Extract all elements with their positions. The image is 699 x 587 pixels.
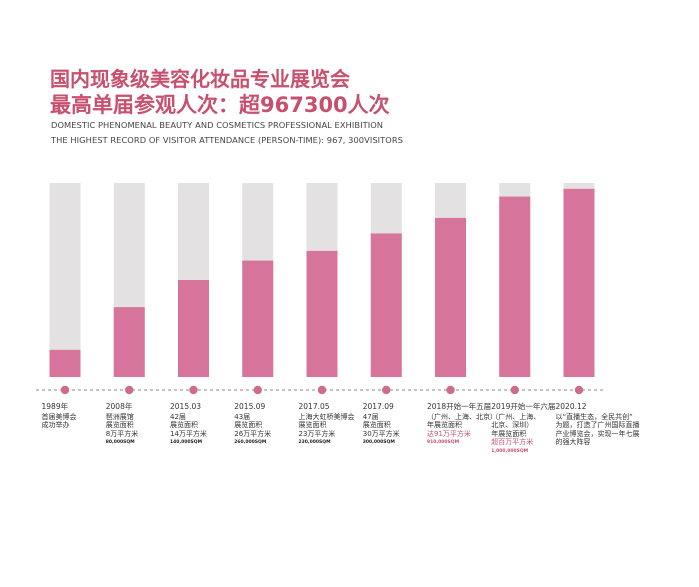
page-title-line2: 最高单届参观人次：超967300人次: [50, 93, 390, 117]
timeline-date: 2020.12: [555, 402, 587, 411]
timeline-text: 47届: [362, 412, 379, 421]
timeline-text: 产业博览会，实现一年七展: [555, 429, 640, 438]
subtitle-line2: THE HIGHEST RECORD OF VISITOR ATTENDANCE…: [51, 135, 404, 145]
timeline-text: 以“直播生态，全民共创”: [555, 412, 633, 421]
timeline-date: 1989年: [41, 402, 69, 411]
timeline-text: （广州、上海、北京）: [427, 412, 497, 421]
timeline-text: 达91万平方米: [427, 429, 471, 438]
timeline-text: 展览面积: [298, 421, 327, 430]
bar-1: [49, 349, 81, 377]
bar-5: [306, 250, 338, 377]
timeline-text: 上海大虹桥美博会: [298, 412, 355, 421]
timeline-label: 2017.09 47届 展览面积 30万平方米 300,000SQM: [362, 402, 431, 448]
timeline-text: 年展览面积: [491, 429, 527, 438]
timeline-text: 琶洲展馆: [105, 412, 134, 421]
bar-9: [563, 188, 595, 377]
timeline-label: 2017.05 上海大虹桥美博会 展览面积 23万平方米 230,000SQM: [298, 402, 367, 448]
bar-3: [178, 280, 209, 377]
timeline-text: 43届: [234, 412, 251, 421]
timeline-text: 的强大阵容: [555, 438, 591, 447]
subtitle-line1: DOMESTIC PHENOMENAL BEAUTY AND COSMETICS…: [51, 120, 384, 130]
timeline-text: 26万平方米: [234, 429, 272, 438]
timeline-text: （广州、上海、: [491, 412, 541, 421]
timeline-date: 2015.09: [234, 402, 266, 411]
timeline-text: 展览面积: [234, 421, 263, 430]
timeline-label: 2018开始一年五届 （广州、上海、北京） 年展览面积 达91万平方米 910,000S…: [427, 402, 497, 448]
timeline-dot: [125, 385, 134, 395]
timeline-text: 23万平方米: [298, 429, 336, 438]
timeline-date: 2017.05: [298, 402, 330, 411]
bar-track: [49, 183, 81, 377]
timeline-text: 首届美博会: [41, 412, 77, 421]
timeline-dot: [382, 385, 391, 395]
timeline-area-sqm: 260,000SQM: [234, 440, 267, 446]
timeline-text: 展览面积: [362, 421, 391, 430]
timeline-area-sqm: 230,000SQM: [298, 440, 331, 446]
timeline-dot: [253, 385, 262, 395]
timeline-text: 超百万平方米: [491, 438, 534, 447]
timeline-dot: [574, 385, 584, 395]
timeline-date: 2019开始一年六届: [491, 402, 556, 411]
bar-4: [242, 260, 274, 377]
timeline-text: 展览面积: [105, 421, 134, 430]
timeline-area-sqm: 910,000SQM: [427, 440, 460, 446]
timeline-label: 2015.03 42届 展览面积 14万平方米 140,000SQM: [170, 402, 238, 448]
timeline-area-sqm: 80,000SQM: [105, 440, 135, 446]
bar-2: [113, 307, 145, 377]
timeline-dot: [446, 385, 455, 395]
timeline-dot: [510, 385, 519, 395]
timeline-label: 2015.09 43届 展览面积 26万平方米 260,000SQM: [234, 402, 302, 448]
timeline-date: 2018开始一年五届: [427, 402, 492, 411]
timeline-text: 14万平方米: [170, 429, 207, 438]
page-title-line1: 国内现象级美容化妆品专业展览会: [50, 67, 350, 91]
timeline-label: 1989年 首届美博会 成功举办: [41, 402, 110, 430]
timeline-label: 2019开始一年六届 （广州、上海、 北京、深圳） 年展览面积 超百万平方米 1,000,…: [491, 402, 559, 457]
timeline-date: 2015.03: [170, 402, 202, 411]
timeline-text: 8万平方米: [105, 429, 139, 438]
timeline-dot: [317, 385, 327, 395]
timeline-label: 2020.12 以“直播生态，全民共创” 为题，打造了广州国际直播 产业博览会，实现一…: [555, 402, 640, 447]
timeline-date: 2008年: [105, 402, 133, 411]
timeline-area-sqm: 1,000,000SQM: [491, 448, 529, 454]
timeline-text: 年展览面积: [427, 421, 462, 430]
bar-8: [499, 196, 531, 377]
timeline-text: 成功举办: [41, 421, 70, 430]
timeline-text: 30万平方米: [362, 429, 400, 438]
timeline-dot: [60, 385, 70, 395]
timeline-date: 2017.09: [362, 402, 394, 411]
bar-6: [370, 233, 402, 377]
timeline-text: 42届: [170, 412, 186, 421]
timeline-text: 为题，打造了广州国际直播: [555, 421, 640, 430]
timeline-text: 展览面积: [170, 421, 198, 430]
timeline-label: 2008年 琶洲展馆 展览面积 8万平方米 80,000SQM: [105, 402, 174, 448]
timeline-area-sqm: 300,000SQM: [362, 440, 395, 446]
bar-7: [435, 217, 466, 377]
timeline-area-sqm: 140,000SQM: [170, 440, 203, 446]
timeline-text: 北京、深圳）: [491, 421, 534, 430]
timeline-dot: [189, 385, 198, 395]
